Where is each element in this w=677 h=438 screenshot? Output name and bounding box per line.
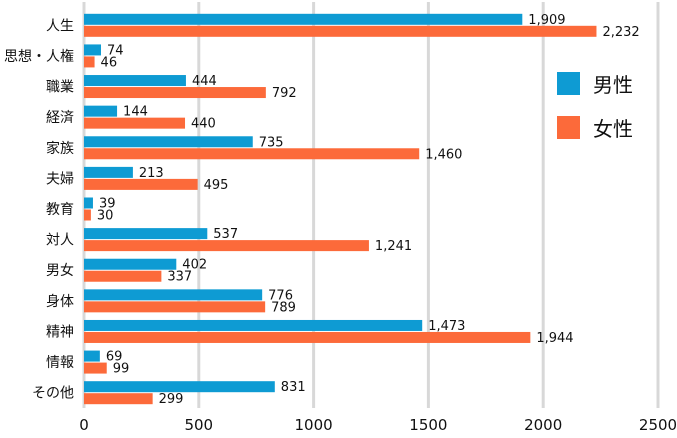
- bars: [84, 13, 597, 405]
- bar-male: [84, 319, 423, 331]
- data-label: 1,909: [528, 13, 565, 28]
- data-label: 495: [204, 178, 229, 193]
- bar-male: [84, 350, 100, 362]
- data-label: 735: [259, 135, 284, 150]
- legend-label: 女性: [593, 117, 633, 141]
- bar-male: [84, 75, 186, 87]
- category-label: その他: [32, 386, 74, 402]
- data-label: 30: [97, 209, 114, 224]
- data-label: 144: [123, 105, 148, 120]
- category-label: 男女: [46, 262, 74, 279]
- bar-female: [84, 87, 266, 99]
- x-tick-label: 1000: [295, 416, 333, 434]
- data-label: 69: [106, 350, 123, 365]
- data-label: 776: [268, 288, 293, 303]
- category-label: 職業: [46, 80, 74, 96]
- legend-swatch-male: [557, 72, 580, 95]
- data-label: 1,944: [536, 331, 573, 346]
- data-label: 99: [113, 362, 130, 377]
- data-label: 39: [99, 197, 116, 212]
- data-label: 1,473: [428, 319, 465, 334]
- data-label: 537: [213, 227, 238, 242]
- gridlines: [82, 2, 660, 408]
- legend-label: 男性: [593, 73, 633, 97]
- data-label: 831: [281, 380, 306, 395]
- bar-male: [84, 289, 263, 301]
- category-label: 教育: [46, 202, 74, 218]
- bar-female: [84, 301, 266, 313]
- data-label: 1,460: [425, 147, 462, 162]
- data-label: 1,241: [375, 239, 412, 254]
- category-label: 家族: [46, 140, 74, 157]
- bar-male: [84, 44, 101, 56]
- bar-male: [84, 381, 275, 393]
- data-label: 2,232: [602, 25, 639, 40]
- bar-female: [84, 331, 531, 343]
- data-label: 299: [159, 392, 184, 407]
- category-label: 情報: [46, 355, 74, 371]
- bar-female: [84, 25, 597, 37]
- x-tick-label: 1500: [409, 416, 447, 434]
- category-label: 人生: [46, 18, 74, 34]
- x-tick-label: 2500: [639, 416, 677, 434]
- bar-female: [84, 240, 369, 252]
- data-label: 46: [101, 55, 118, 70]
- category-label: 精神: [46, 324, 74, 340]
- data-label: 337: [167, 270, 192, 285]
- data-label: 444: [192, 74, 217, 89]
- category-label: 経済: [46, 110, 74, 126]
- bar-female: [84, 270, 162, 282]
- data-label: 74: [107, 43, 124, 58]
- bar-male: [84, 197, 93, 209]
- bar-female: [84, 148, 420, 160]
- x-tick-label: 0: [79, 416, 89, 434]
- bar-female: [84, 362, 107, 374]
- x-tick-label: 500: [184, 416, 213, 434]
- bar-female: [84, 117, 186, 129]
- category-label: 身体: [46, 294, 74, 310]
- data-label: 792: [272, 86, 297, 101]
- data-label: 440: [191, 117, 216, 132]
- bar-female: [84, 209, 91, 221]
- bar-male: [84, 136, 253, 148]
- x-tick-label: 2000: [524, 416, 562, 434]
- category-label: 思想・人権: [4, 48, 74, 65]
- data-label: 213: [139, 166, 164, 181]
- data-label: 789: [271, 300, 296, 315]
- category-label: 対人: [46, 233, 74, 249]
- data-label: 402: [182, 258, 207, 273]
- legend-swatch-female: [557, 116, 580, 139]
- bar-male: [84, 13, 523, 25]
- bar-male: [84, 166, 133, 178]
- bar-male: [84, 105, 118, 117]
- bar-female: [84, 393, 153, 405]
- bar-male: [84, 258, 177, 270]
- x-axis-tick-labels: 0 500 1000 1500 2000 2500: [79, 416, 677, 434]
- bar-female: [84, 178, 198, 190]
- bar-female: [84, 56, 95, 68]
- category-label: 夫婦: [46, 170, 74, 187]
- bar-male: [84, 228, 208, 240]
